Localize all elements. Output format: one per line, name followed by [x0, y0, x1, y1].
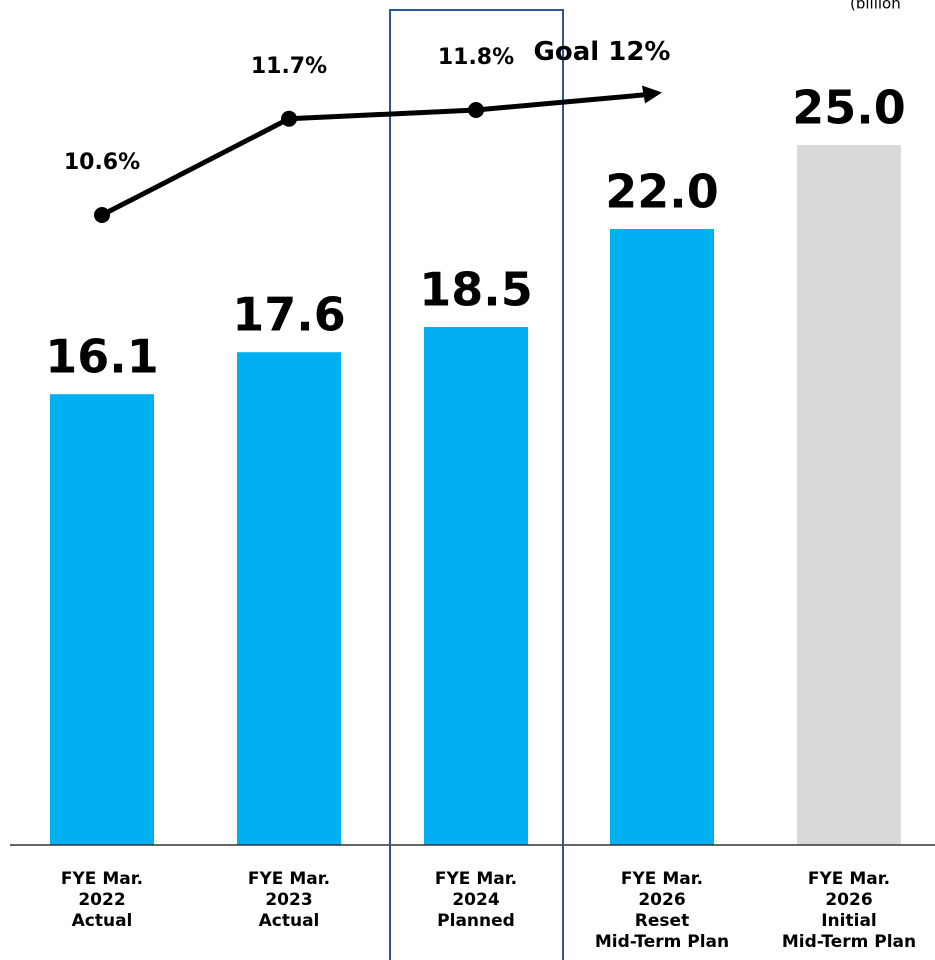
unit-label: (billion: [850, 0, 901, 13]
line-value-label: 10.6%: [64, 150, 140, 175]
x-tick-label: FYE Mar.: [61, 869, 143, 889]
x-tick-label: FYE Mar.: [248, 869, 330, 889]
x-tick-label: 2026: [638, 890, 685, 910]
x-tick-label: Actual: [259, 911, 320, 931]
goal-arrow: [475, 92, 649, 113]
bar-value-label: 25.0: [792, 81, 906, 135]
x-tick-label: Planned: [437, 911, 515, 931]
bar-value-label: 22.0: [605, 165, 719, 219]
bar-value-label: 16.1: [45, 330, 159, 384]
bar-value-label: 17.6: [232, 288, 346, 342]
line-point: [281, 110, 297, 127]
bar: [610, 229, 714, 845]
x-tick-label: 2022: [78, 890, 125, 910]
bar: [50, 394, 154, 845]
bar: [237, 352, 341, 845]
x-tick-label: FYE Mar.: [808, 869, 890, 889]
x-tick-label: Actual: [72, 911, 133, 931]
x-tick-label: Mid-Term Plan: [595, 932, 729, 952]
goal-arrowhead: [642, 85, 662, 104]
x-tick-label: 2023: [265, 890, 312, 910]
line-value-label: 11.7%: [251, 54, 327, 79]
bar: [424, 327, 528, 845]
x-tick-label: Reset: [635, 911, 689, 931]
bar-value-label: 18.5: [419, 263, 533, 317]
x-tick-label: 2024: [452, 890, 499, 910]
x-tick-label: Initial: [821, 911, 877, 931]
line-value-label: 11.8%: [438, 45, 514, 70]
x-tick-label: 2026: [825, 890, 872, 910]
bar: [797, 145, 901, 845]
highlight-frame: [389, 9, 564, 960]
x-tick-label: FYE Mar.: [435, 869, 517, 889]
goal-label: Goal 12%: [534, 37, 671, 67]
line-point: [94, 207, 110, 223]
x-tick-label: FYE Mar.: [621, 869, 703, 889]
x-tick-label: Mid-Term Plan: [782, 932, 916, 952]
